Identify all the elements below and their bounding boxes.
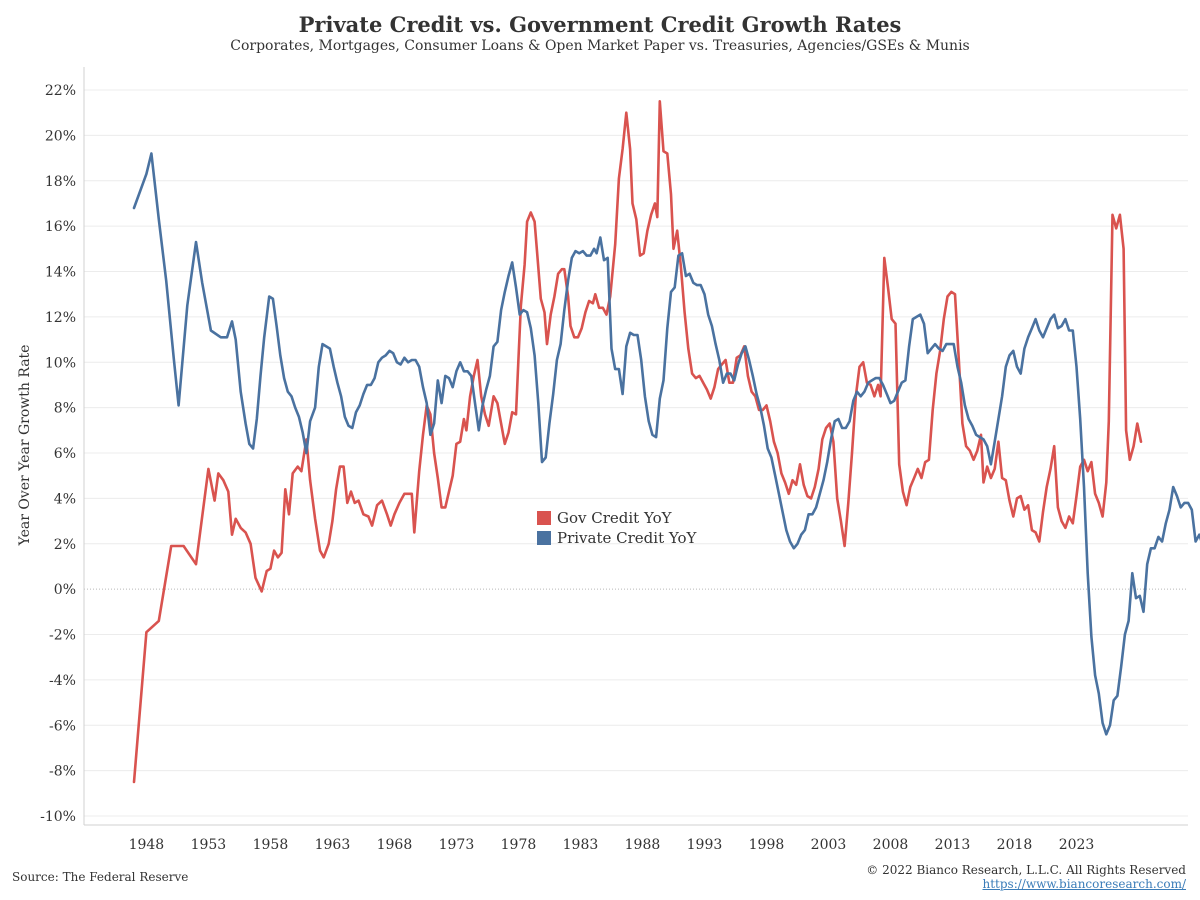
y-tick-label: 0% [54, 582, 76, 598]
legend-swatch-private-credit-yoy [537, 531, 551, 545]
x-tick-label: 1953 [191, 837, 227, 853]
x-tick-label: 1973 [439, 837, 475, 853]
x-tick-label: 2003 [811, 837, 847, 853]
y-tick-label: -4% [49, 673, 76, 689]
x-tick-label: 1963 [315, 837, 351, 853]
series-line-private-credit-yoy [132, 152, 1200, 736]
x-tick-label: 1948 [129, 837, 165, 853]
series-layer [132, 100, 1200, 784]
y-tick-label: 22% [45, 83, 76, 99]
y-tick-label: -8% [49, 764, 76, 780]
x-tick-label: 1993 [687, 837, 723, 853]
y-tick-label: -6% [49, 718, 76, 734]
chart-title: Private Credit vs. Government Credit Gro… [298, 12, 902, 37]
x-tick-label: 1983 [563, 837, 599, 853]
y-tick-label: 2% [54, 537, 76, 553]
y-tick-label: 20% [45, 128, 76, 144]
y-tick-label: 8% [54, 401, 76, 417]
axis-layer: 22% 20% 18% 16% 14% 12% 10% 8% 6% 4% 2% 0% -2% -4% -6%… [40, 67, 1188, 853]
chart-subtitle: Corporates, Mortgages, Consumer Loans & … [230, 38, 970, 54]
y-tick-label: 16% [45, 219, 76, 235]
y-tick-label: 14% [45, 265, 76, 281]
y-tick-label: 6% [54, 446, 76, 462]
x-tick-label: 1968 [377, 837, 413, 853]
grid-layer [84, 89, 1188, 817]
x-tick-label: 2018 [997, 837, 1033, 853]
y-tick-label: 18% [45, 174, 76, 190]
website-link[interactable]: https://www.biancoresearch.com/ [982, 877, 1186, 891]
x-tick-label: 2023 [1059, 837, 1095, 853]
source-note: Source: The Federal Reserve [12, 870, 189, 884]
x-tick-label: 1988 [625, 837, 661, 853]
x-tick-label: 1958 [253, 837, 289, 853]
y-tick-label: 10% [45, 355, 76, 371]
legend: Gov Credit YoY Private Credit YoY [537, 509, 697, 547]
y-tick-label: -10% [40, 809, 76, 825]
copyright-note: © 2022 Bianco Research, L.L.C. All Right… [866, 863, 1186, 877]
series-line-gov-credit-yoy [132, 100, 1143, 784]
x-tick-label: 1978 [501, 837, 537, 853]
y-axis-title: Year Over Year Growth Rate [17, 345, 33, 547]
legend-label-gov-credit-yoy: Gov Credit YoY [557, 509, 673, 527]
y-tick-label: 12% [45, 310, 76, 326]
y-tick-label: 4% [54, 491, 76, 507]
x-tick-label: 2013 [935, 837, 971, 853]
x-tick-label: 2008 [873, 837, 909, 853]
legend-label-private-credit-yoy: Private Credit YoY [557, 529, 697, 547]
y-tick-label: -2% [49, 628, 76, 644]
x-tick-label: 1998 [749, 837, 785, 853]
legend-swatch-gov-credit-yoy [537, 511, 551, 525]
